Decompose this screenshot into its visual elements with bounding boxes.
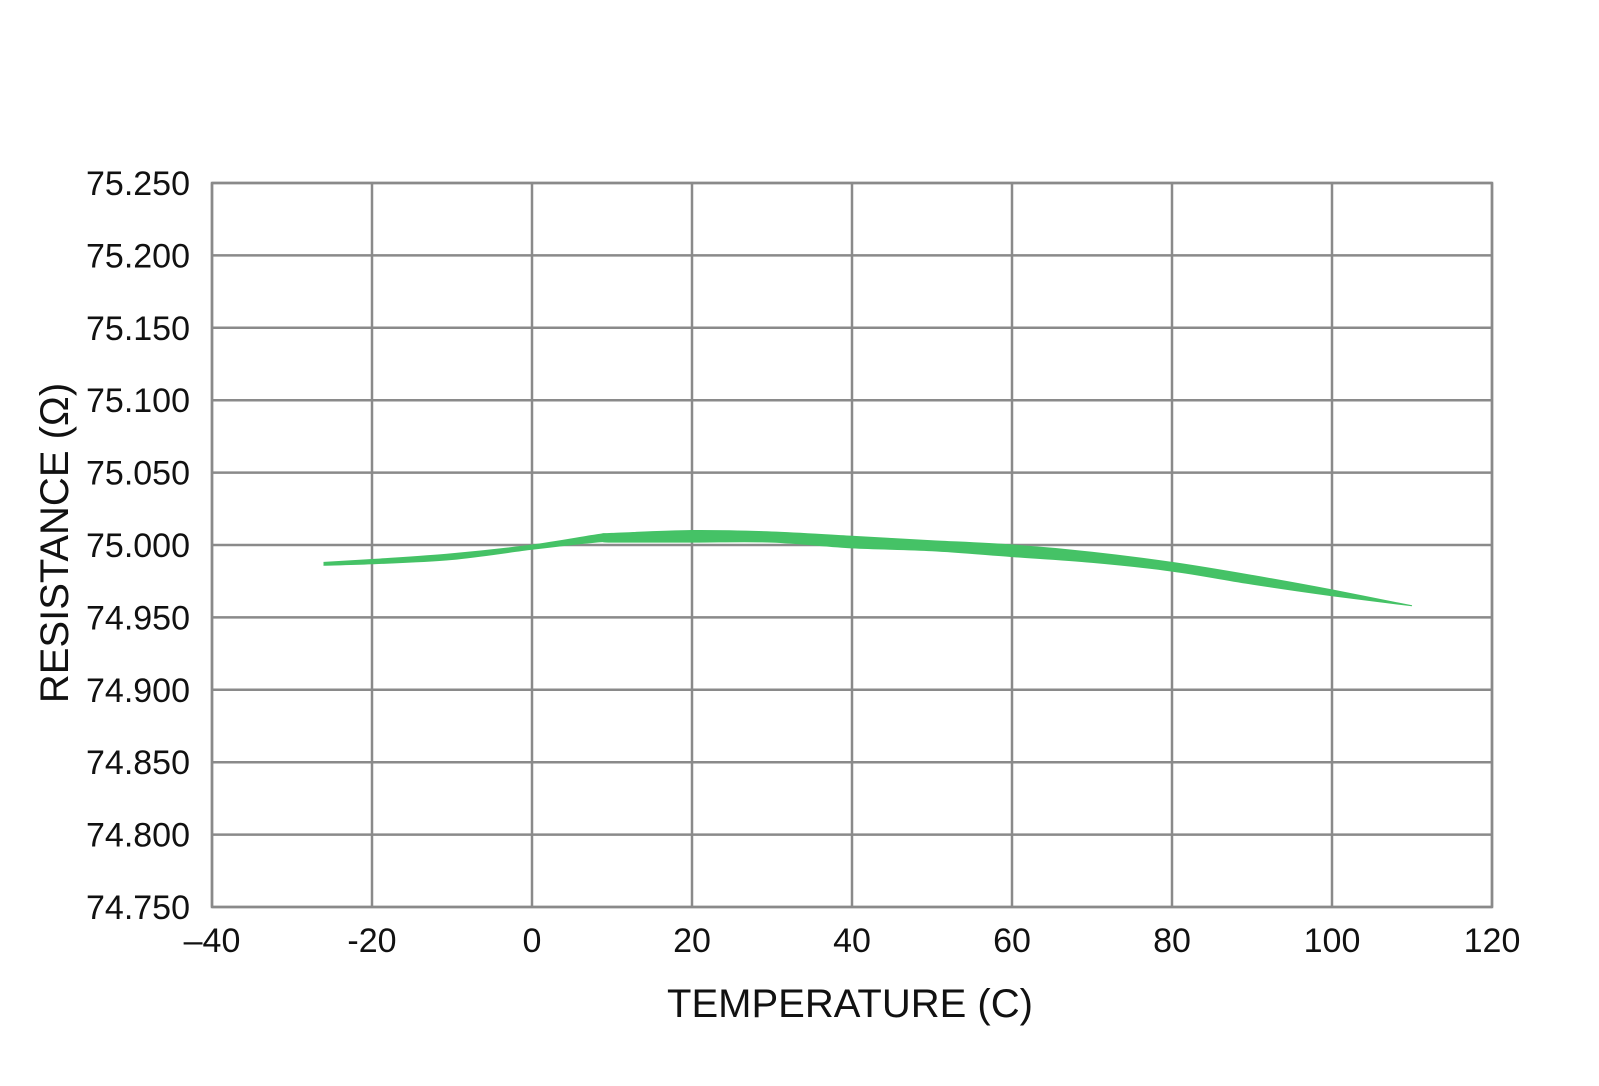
y-tick-label: 75.200 <box>86 237 190 275</box>
x-tick-label: –40 <box>184 922 241 960</box>
x-tick-label: 20 <box>673 922 711 960</box>
y-tick-label: 74.800 <box>86 817 190 855</box>
plot-frame <box>210 181 1494 909</box>
x-tick-labels: –40 -20 0 20 40 60 80 100 120 <box>184 922 1521 960</box>
y-tick-label: 75.250 <box>86 165 190 203</box>
x-tick-label: 60 <box>993 922 1031 960</box>
y-tick-label: 75.000 <box>86 527 190 565</box>
y-tick-label: 75.050 <box>86 455 190 493</box>
y-tick-label: 74.950 <box>86 599 190 637</box>
x-axis-title: TEMPERATURE (C) <box>667 982 1033 1026</box>
x-tick-label: -20 <box>347 922 396 960</box>
x-tick-label: 100 <box>1304 922 1361 960</box>
series-layer <box>323 529 1413 607</box>
y-axis-title: RESISTANCE (Ω) <box>33 383 77 703</box>
y-tick-label: 75.100 <box>86 382 190 420</box>
y-tick-labels: 74.750 74.800 74.850 74.900 74.950 75.000 75.0… <box>86 165 190 927</box>
y-tick-label: 74.850 <box>86 744 190 782</box>
x-tick-label: 120 <box>1464 922 1521 960</box>
x-tick-label: 0 <box>523 922 542 960</box>
x-tick-label: 40 <box>833 922 871 960</box>
grid <box>210 181 1494 909</box>
series-band <box>323 529 1413 607</box>
x-tick-label: 80 <box>1153 922 1191 960</box>
y-tick-label: 75.150 <box>86 310 190 348</box>
y-tick-label: 74.750 <box>86 889 190 927</box>
y-tick-label: 74.900 <box>86 672 190 710</box>
